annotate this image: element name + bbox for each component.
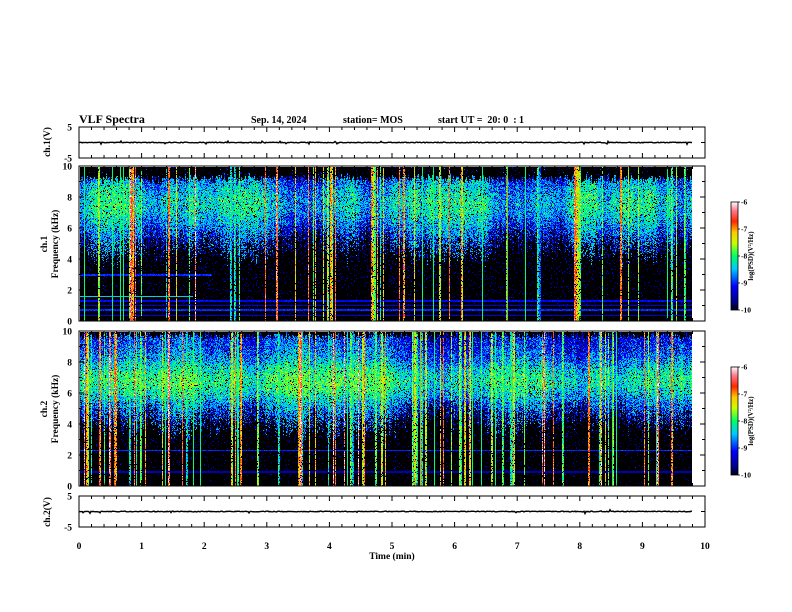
ch1-channel-label: ch.1 <box>40 235 50 252</box>
x-tick-label: 0 <box>77 542 82 552</box>
x-tick-label: 4 <box>327 542 332 552</box>
voltage-tick-label: 5 <box>67 124 72 134</box>
ch1-colorbar <box>730 201 739 311</box>
frequency-tick-label: 0 <box>67 318 72 328</box>
ch2-voltage-ylabel: ch.2(V) <box>42 497 53 527</box>
recording-date: Sep. 14, 2024 <box>251 115 307 126</box>
frequency-tick-label: 2 <box>67 452 72 462</box>
colorbar-tick-label: -10 <box>741 306 751 315</box>
x-tick-label: 9 <box>640 542 645 552</box>
voltage-tick-label: 5 <box>67 493 72 503</box>
x-tick-label: 6 <box>452 542 457 552</box>
colorbar-tick-label: -9 <box>741 279 747 288</box>
x-tick-label: 10 <box>700 542 710 552</box>
colorbar-tick-label: -8 <box>741 417 747 426</box>
ch1-frequency-ylabel: Frequency (kHz) <box>50 210 61 279</box>
frequency-tick-label: 10 <box>63 328 73 338</box>
x-tick-label: 3 <box>264 542 269 552</box>
x-tick-label: 2 <box>202 542 207 552</box>
voltage-tick-label: -5 <box>64 155 72 165</box>
station-label: station= MOS <box>343 115 403 126</box>
frequency-tick-label: 8 <box>67 194 72 204</box>
ch2-spectrogram-frame <box>78 330 706 487</box>
colorbar-tick-label: -7 <box>741 390 747 399</box>
x-tick-label: 5 <box>390 542 395 552</box>
x-tick-label: 1 <box>139 542 144 552</box>
ch2-colorbar-label: log(PSD)(V²/Hz) <box>747 396 755 446</box>
ch2-channel-label: ch.2 <box>40 400 50 417</box>
frequency-tick-label: 6 <box>67 390 72 400</box>
frequency-tick-label: 4 <box>67 256 72 266</box>
ch2-spectrogram-image <box>80 332 692 486</box>
x-axis-label: Time (min) <box>369 551 414 562</box>
frequency-tick-label: 8 <box>67 359 72 369</box>
frequency-tick-label: 4 <box>67 421 72 431</box>
colorbar-tick-label: -7 <box>741 225 747 234</box>
figure-header: VLF Spectra Sep. 14, 2024 station= MOS s… <box>79 112 524 126</box>
frequency-tick-label: 6 <box>67 225 72 235</box>
frequency-tick-label: 0 <box>67 483 72 493</box>
y-axis-labels: ch.1(V) ch.1 Frequency (kHz) ch.2 Freque… <box>40 127 61 527</box>
frequency-tick-label: 10 <box>63 163 73 173</box>
start-time-label: start UT = 20: 0 : 1 <box>438 115 524 126</box>
colorbar-tick-label: -9 <box>741 444 747 453</box>
ch2-colorbar <box>730 366 739 476</box>
ch1-spectrogram-frame <box>78 165 706 322</box>
frequency-tick-label: 2 <box>67 287 72 297</box>
x-tick-label: 7 <box>515 542 520 552</box>
ch1-colorbar-label: log(PSD)(V²/Hz) <box>747 231 755 281</box>
ch1-voltage-trace <box>78 139 693 146</box>
colorbar-tick-label: -6 <box>741 363 747 372</box>
ch2-voltage-trace <box>78 508 693 516</box>
ch1-spectrogram-image <box>80 167 692 321</box>
axes-layer: 0 1 2 3 4 5 6 7 8 9 10024681002468105-55-5-6-7-8-9… <box>63 124 752 553</box>
ch2-frequency-ylabel: Frequency (kHz) <box>50 375 61 444</box>
colorbar-tick-label: -6 <box>741 198 747 207</box>
figure-title: VLF Spectra <box>79 112 145 126</box>
voltage-tick-label: -5 <box>64 524 72 534</box>
ch1-voltage-ylabel: ch.1(V) <box>42 127 53 157</box>
colorbar-tick-label: -8 <box>741 252 747 261</box>
colorbar-tick-label: -10 <box>741 471 751 480</box>
x-tick-label: 8 <box>577 542 582 552</box>
